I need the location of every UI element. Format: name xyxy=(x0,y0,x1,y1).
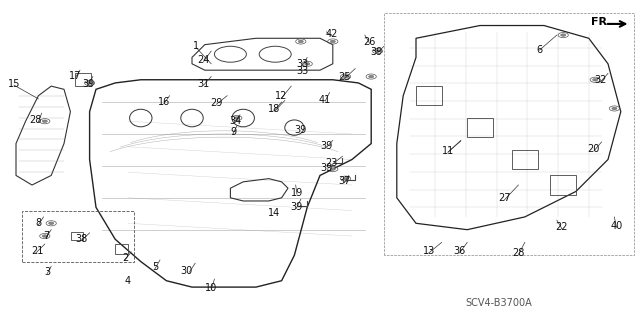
Text: 32: 32 xyxy=(594,75,607,85)
Circle shape xyxy=(234,117,239,119)
Text: 6: 6 xyxy=(536,45,543,55)
Text: 39: 39 xyxy=(370,47,383,57)
Circle shape xyxy=(49,222,54,225)
Circle shape xyxy=(87,82,92,84)
Text: 19: 19 xyxy=(291,188,303,198)
Circle shape xyxy=(330,168,335,170)
Circle shape xyxy=(375,50,380,52)
Circle shape xyxy=(305,63,310,65)
Circle shape xyxy=(298,40,303,43)
Text: 34: 34 xyxy=(229,115,242,126)
Text: 10: 10 xyxy=(205,283,218,293)
Circle shape xyxy=(593,78,598,81)
Text: 42: 42 xyxy=(325,29,338,39)
Text: 4: 4 xyxy=(125,276,131,286)
Bar xyxy=(22,211,134,262)
Text: 36: 36 xyxy=(453,246,466,256)
Text: 28: 28 xyxy=(29,115,42,125)
Text: FR.: FR. xyxy=(591,17,612,27)
Circle shape xyxy=(330,40,335,43)
Text: 27: 27 xyxy=(498,193,511,204)
Text: 41: 41 xyxy=(319,94,332,105)
Text: 12: 12 xyxy=(275,91,288,101)
Circle shape xyxy=(561,34,566,36)
Text: 39: 39 xyxy=(320,163,333,173)
Text: 37: 37 xyxy=(338,176,351,186)
Text: 39: 39 xyxy=(294,125,307,135)
Bar xyxy=(512,150,538,169)
Text: 20: 20 xyxy=(588,144,600,154)
Text: 24: 24 xyxy=(197,55,210,65)
Text: 23: 23 xyxy=(325,158,338,168)
Text: 26: 26 xyxy=(364,37,376,47)
Text: 14: 14 xyxy=(268,208,280,218)
Text: 11: 11 xyxy=(442,145,454,156)
Circle shape xyxy=(42,235,47,237)
Bar xyxy=(416,86,442,105)
Text: 18: 18 xyxy=(268,104,280,114)
Bar xyxy=(467,118,493,137)
Text: 33: 33 xyxy=(296,59,308,70)
Circle shape xyxy=(369,75,374,78)
Text: 39: 39 xyxy=(320,141,333,151)
Text: 31: 31 xyxy=(197,78,210,89)
Text: 39: 39 xyxy=(290,202,303,212)
Text: 17: 17 xyxy=(69,70,82,81)
Text: 30: 30 xyxy=(180,265,193,276)
Text: 40: 40 xyxy=(610,221,623,231)
Text: 21: 21 xyxy=(31,246,44,256)
Text: 5: 5 xyxy=(152,262,158,272)
Circle shape xyxy=(612,107,617,110)
Bar xyxy=(71,232,83,240)
Circle shape xyxy=(343,75,348,78)
Bar xyxy=(76,73,92,86)
Bar xyxy=(550,175,576,195)
Text: 22: 22 xyxy=(556,222,568,232)
Text: 13: 13 xyxy=(422,246,435,256)
Text: 9: 9 xyxy=(230,127,236,137)
Text: 28: 28 xyxy=(512,248,525,258)
Bar xyxy=(115,244,128,254)
Circle shape xyxy=(42,120,47,122)
Text: 16: 16 xyxy=(157,97,170,107)
Text: 33: 33 xyxy=(296,66,308,76)
Text: 39: 39 xyxy=(82,78,95,89)
Text: 25: 25 xyxy=(338,72,351,82)
Text: SCV4-B3700A: SCV4-B3700A xyxy=(466,298,532,308)
Text: 29: 29 xyxy=(210,98,223,108)
Text: 2: 2 xyxy=(122,253,129,263)
Text: 15: 15 xyxy=(8,78,20,89)
Text: 1: 1 xyxy=(193,41,200,51)
Text: 7: 7 xyxy=(43,231,49,241)
Text: 3: 3 xyxy=(44,267,51,277)
Text: 38: 38 xyxy=(76,234,88,244)
Text: 8: 8 xyxy=(35,218,42,228)
Circle shape xyxy=(343,177,348,180)
